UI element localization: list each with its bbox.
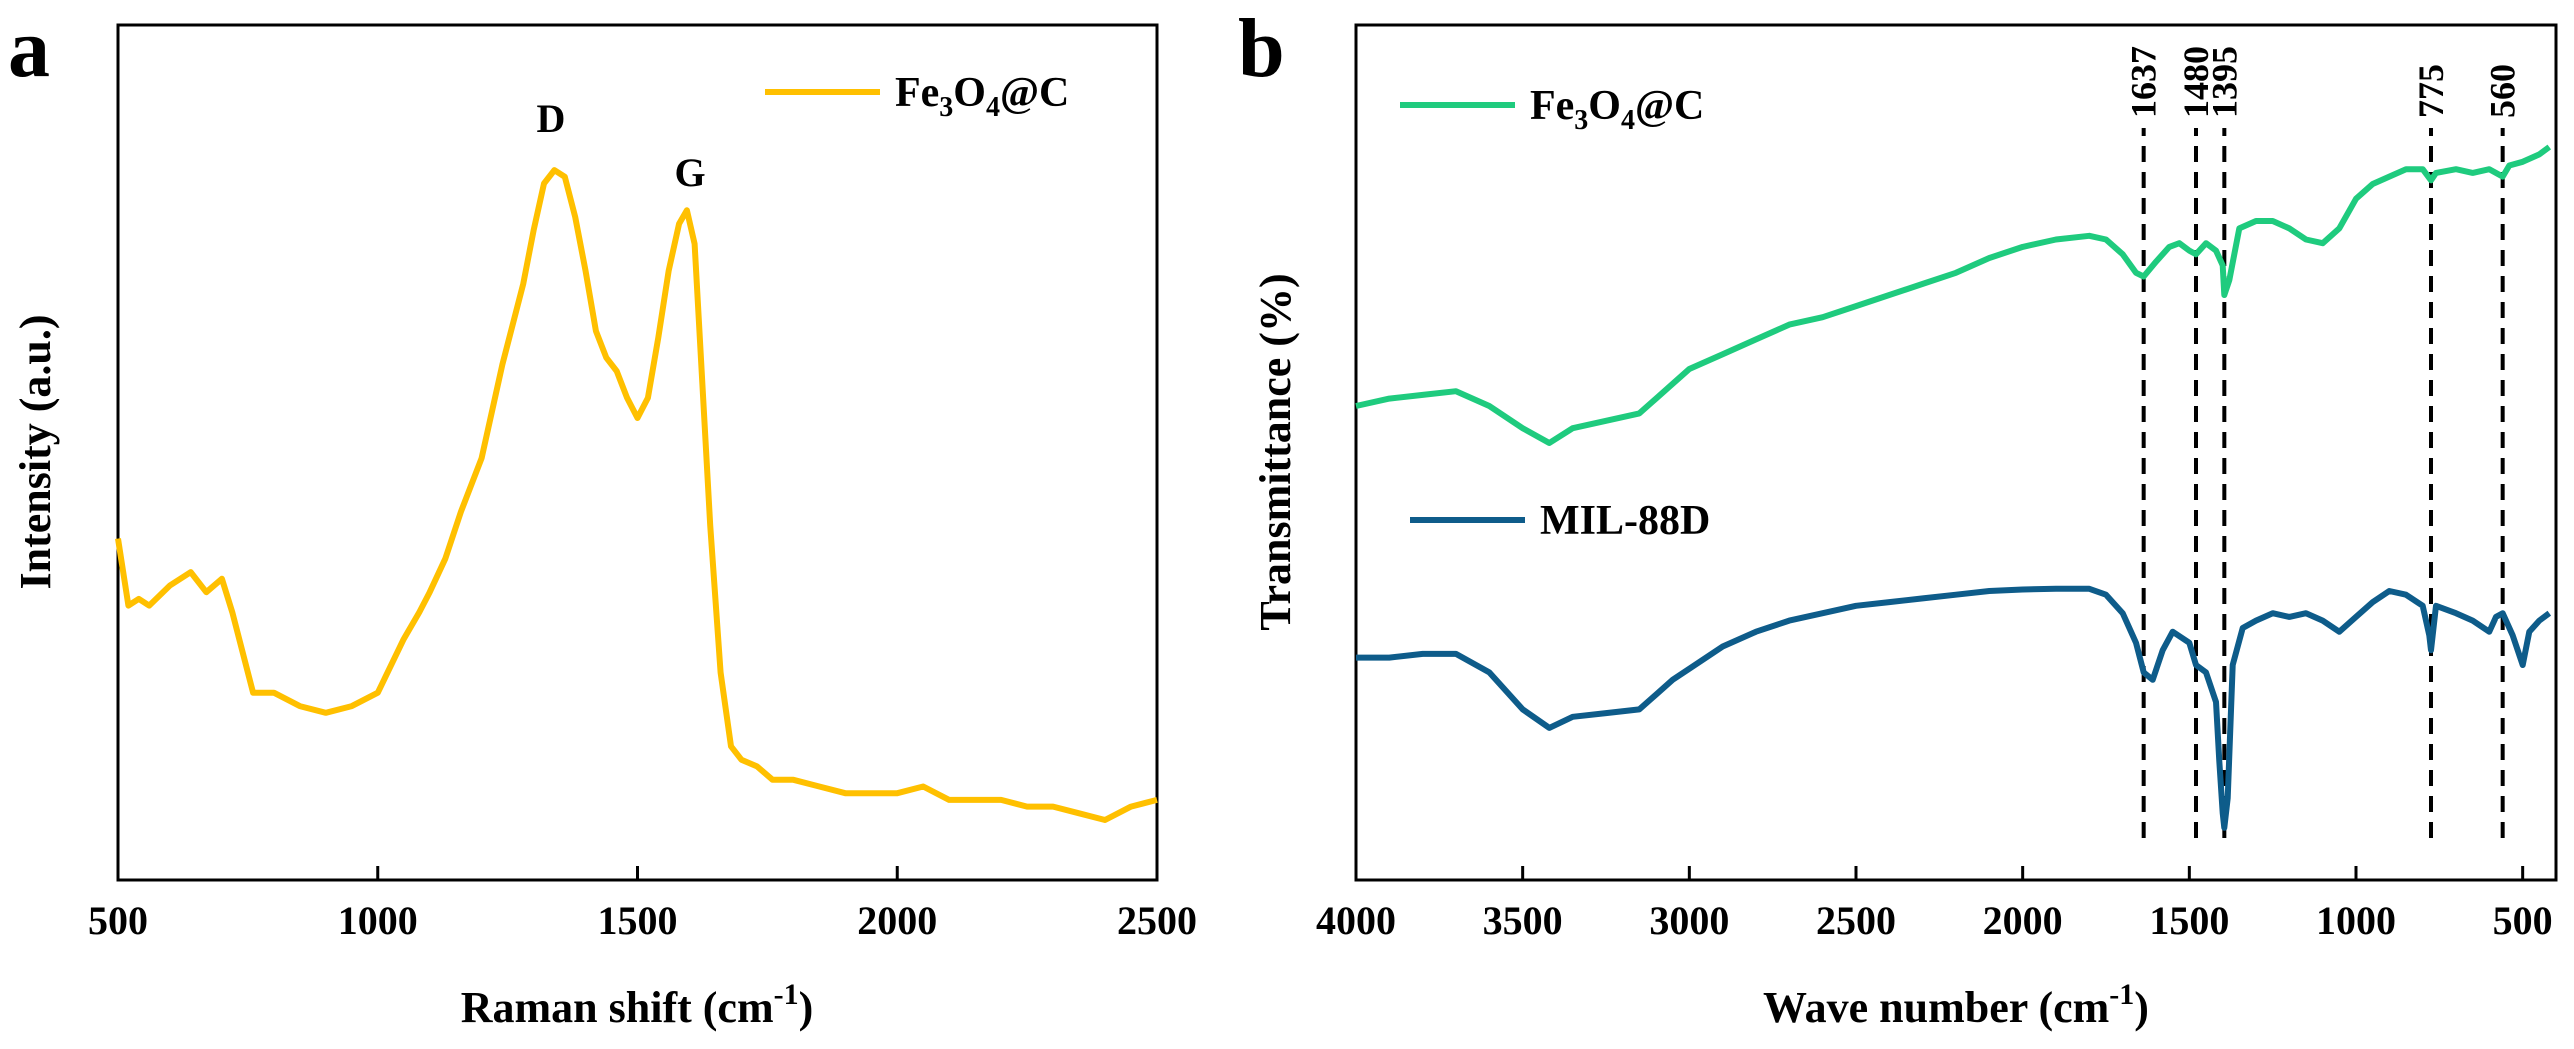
panel-a-xlabel-main: Raman shift (cm <box>461 983 774 1032</box>
marker-label-775: 775 <box>2411 64 2451 118</box>
x-tick-label-4000: 4000 <box>1316 898 1396 943</box>
x-tick-label-1000: 1000 <box>2316 898 2396 943</box>
panel-b-x-tick-labels: 4000 3500 3000 2500 2000 1500 1000 500 <box>1316 898 2553 943</box>
marker-label-1395: 1395 <box>2204 46 2244 118</box>
peak-label-d: D <box>537 96 566 141</box>
x-tick-label-1500: 1500 <box>2149 898 2229 943</box>
x-tick-label-2000: 2000 <box>1983 898 2063 943</box>
x-tick-label-1000: 1000 <box>338 898 418 943</box>
panel-a-legend: Fe3O4@C <box>765 70 1069 123</box>
marker-label-1637: 1637 <box>2124 46 2164 118</box>
legend-o: O <box>953 70 986 116</box>
panel-b-x-axis-title: Wave number (cm-1) <box>1763 978 2149 1032</box>
panel-a-xlabel-end: ) <box>799 983 814 1032</box>
marker-label-1480: 1480 <box>2176 46 2216 118</box>
x-tick-label-3500: 3500 <box>1483 898 1563 943</box>
panel-b-xlabel-main: Wave number (cm <box>1763 983 2109 1032</box>
legend-sub-3: 3 <box>939 92 953 123</box>
panel-a-xlabel-sup: -1 <box>774 978 799 1011</box>
panel-a-x-axis-title: Raman shift (cm-1) <box>461 978 814 1032</box>
x-tick-label-1500: 1500 <box>598 898 678 943</box>
panel-a-x-ticks <box>116 866 1159 880</box>
x-tick-label-2500: 2500 <box>1816 898 1896 943</box>
panel-a-plot-frame <box>116 23 1159 882</box>
panel-b-xlabel-end: ) <box>2134 983 2149 1032</box>
panel-a-letter: a <box>8 2 50 95</box>
x-tick-label-500: 500 <box>2493 898 2553 943</box>
panel-b: b 4000 3500 3000 2500 2000 1500 1000 500 1637 14… <box>1238 2 2558 1032</box>
panel-b-y-axis-title: Transmittance (%) <box>1251 273 1300 630</box>
panel-b-series-mil88d-line <box>1356 585 2552 831</box>
panel-b-legend-mil88d: MIL-88D <box>1410 498 1710 544</box>
panel-b-x-ticks <box>1354 866 2525 880</box>
legend-sub-4: 4 <box>986 92 1000 123</box>
panel-a-legend-label: Fe3O4@C <box>895 70 1069 123</box>
panel-b-legend-fe3o4c: Fe3O4@C <box>1400 83 1704 136</box>
panel-b-series-fe3o4c-line <box>1355 144 2552 446</box>
x-tick-label-2000: 2000 <box>857 898 937 943</box>
x-tick-label-3000: 3000 <box>1649 898 1729 943</box>
x-tick-label-500: 500 <box>88 898 148 943</box>
legend-fe: Fe <box>895 70 939 116</box>
panel-b-letter: b <box>1238 2 1285 95</box>
marker-label-560: 560 <box>2483 64 2523 118</box>
b-legend-fe: Fe <box>1530 83 1574 129</box>
panel-b-plot-frame <box>1354 23 2558 882</box>
peak-label-g: G <box>674 150 705 195</box>
legend-at-c: @C <box>1000 70 1069 116</box>
panel-a: a 500 1000 1500 2000 2500 Fe3O4@C D G Raman … <box>8 2 1197 1032</box>
panel-b-legend-label-mil88d: MIL-88D <box>1540 498 1710 544</box>
panel-a-y-axis-title: Intensity (a.u.) <box>11 314 60 589</box>
panel-b-xlabel-sup: -1 <box>2109 978 2134 1011</box>
b-legend-at-c: @C <box>1635 83 1704 129</box>
b-legend-sub-3: 3 <box>1574 105 1588 136</box>
b-legend-sub-4: 4 <box>1621 105 1635 136</box>
panel-a-series-fe3o4c-line <box>115 167 1158 823</box>
b-legend-o: O <box>1588 83 1621 129</box>
panel-a-x-tick-labels: 500 1000 1500 2000 2500 <box>88 898 1197 943</box>
panel-b-legend-label-fe3o4c: Fe3O4@C <box>1530 83 1704 136</box>
x-tick-label-2500: 2500 <box>1117 898 1197 943</box>
